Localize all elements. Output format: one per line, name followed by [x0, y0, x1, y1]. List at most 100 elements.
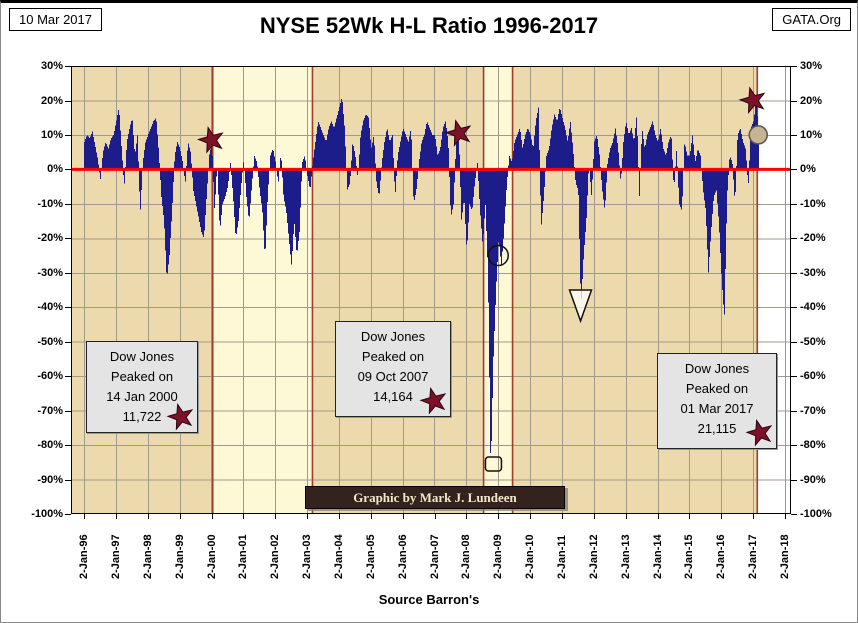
y-tick-mark [65, 376, 71, 378]
y-tick-mark [791, 238, 797, 240]
y-tick-label: -60% [37, 370, 63, 383]
y-tick-label: -10% [37, 197, 63, 210]
y-tick-label: 20% [800, 94, 823, 107]
x-tick-label: 2-Jan-04 [332, 534, 345, 579]
y-tick-label: -20% [800, 232, 826, 245]
x-tick-label: 2-Jan-16 [715, 534, 728, 579]
y-tick-mark [65, 514, 71, 515]
x-tick-label: 2-Jan-13 [619, 534, 632, 579]
x-tick-mark [179, 514, 181, 519]
x-tick-mark [147, 514, 149, 519]
y-tick-mark [791, 169, 797, 171]
x-tick-mark [689, 514, 691, 519]
x-tick-mark [753, 514, 755, 519]
y-tick-mark [791, 307, 797, 309]
filled-circle-marker [748, 125, 768, 145]
y-tick-mark [65, 410, 71, 412]
y-tick-mark [65, 341, 71, 343]
x-tick-mark [211, 514, 213, 519]
y-tick-label: 10% [40, 128, 63, 141]
x-tick-label: 2-Jan-96 [78, 534, 90, 579]
y-tick-mark [791, 100, 797, 102]
markers [196, 86, 768, 472]
y-tick-mark [791, 272, 797, 274]
site-label: GATA.Org [782, 12, 841, 27]
y-tick-label: 30% [40, 60, 63, 72]
annotation-line: Peaked on [685, 381, 749, 396]
chart-plot [71, 66, 791, 514]
x-tick-mark [785, 514, 786, 519]
y-tick-label: 30% [800, 60, 823, 72]
annotation-line: 01 Mar 2017 [680, 401, 754, 416]
x-tick-label: 2-Jan-01 [237, 534, 250, 579]
star-icon [738, 86, 766, 114]
y-tick-label: -80% [800, 439, 826, 452]
y-tick-label: -100% [31, 508, 63, 520]
x-tick-mark [338, 514, 340, 519]
x-tick-mark [498, 514, 500, 519]
site-badge: GATA.Org [772, 8, 851, 31]
x-tick-label: 2-Jan-00 [205, 534, 218, 579]
x-tick-label: 2-Jan-11 [556, 534, 568, 579]
y-tick-mark [791, 479, 797, 481]
annotation-line: Dow Jones [109, 349, 175, 364]
star-icon [745, 418, 773, 447]
x-tick-label: 2-Jan-18 [779, 534, 791, 579]
date-label: 10 Mar 2017 [19, 12, 92, 27]
x-tick-label: 2-Jan-03 [301, 534, 313, 579]
y-tick-label: 0% [47, 163, 63, 176]
y-tick-label: 0% [800, 163, 816, 176]
y-tick-label: -40% [37, 301, 63, 314]
band-boundaries [211, 66, 759, 514]
x-tick-mark [402, 514, 404, 519]
x-tick-mark [275, 514, 277, 519]
y-tick-mark [791, 66, 797, 67]
x-tick-label: 2-Jan-06 [396, 534, 409, 579]
annotation-line: Dow Jones [684, 361, 750, 376]
annotation-box: Dow Jones Peaked on 01 Mar 2017 21,115 [657, 353, 777, 449]
y-tick-label: -90% [800, 473, 826, 486]
y-tick-label: -10% [800, 197, 826, 210]
y-tick-mark [65, 203, 71, 205]
x-tick-mark [243, 514, 245, 519]
annotation-line: 09 Oct 2007 [357, 369, 429, 384]
x-tick-mark [115, 514, 117, 519]
y-tick-label: -20% [37, 232, 63, 245]
x-tick-mark [307, 514, 308, 519]
x-tick-label: 2-Jan-10 [524, 534, 537, 579]
y-tick-label: -30% [800, 266, 826, 279]
x-tick-mark [530, 514, 532, 519]
y-tick-mark [65, 479, 71, 481]
annotation-line: Peaked on [110, 369, 174, 384]
x-tick-label: 2-Jan-17 [747, 534, 760, 579]
y-tick-mark [65, 100, 71, 102]
x-tick-label: 2-Jan-09 [492, 534, 505, 579]
market-band [212, 66, 313, 514]
y-tick-label: -100% [800, 508, 832, 520]
y-tick-label: -50% [800, 335, 826, 348]
annotation-line: Peaked on [361, 349, 425, 364]
credit-banner: Graphic by Mark J. Lundeen [305, 486, 565, 509]
y-tick-label: -80% [37, 439, 63, 452]
x-tick-mark [721, 514, 723, 519]
y-tick-mark [65, 134, 71, 136]
x-tick-label: 2-Jan-98 [141, 534, 154, 579]
y-tick-mark [65, 238, 71, 240]
credit-label: Graphic by Mark J. Lundeen [353, 490, 517, 505]
plot-border [71, 66, 791, 514]
y-tick-mark [791, 410, 797, 412]
y-tick-mark [65, 445, 71, 447]
y-tick-label: -30% [37, 266, 63, 279]
y-tick-label: 10% [800, 128, 823, 141]
x-tick-mark [466, 514, 468, 519]
x-tick-mark [562, 514, 563, 519]
x-tick-label: 2-Jan-05 [364, 534, 377, 579]
x-tick-mark [657, 514, 659, 519]
x-tick-label: 2-Jan-99 [173, 534, 186, 579]
y-tick-label: -90% [37, 473, 63, 486]
source-label: Source Barron's [378, 592, 480, 607]
x-tick-mark [84, 514, 85, 519]
y-tick-label: -60% [800, 370, 826, 383]
x-tick-label: 2-Jan-02 [269, 534, 282, 579]
